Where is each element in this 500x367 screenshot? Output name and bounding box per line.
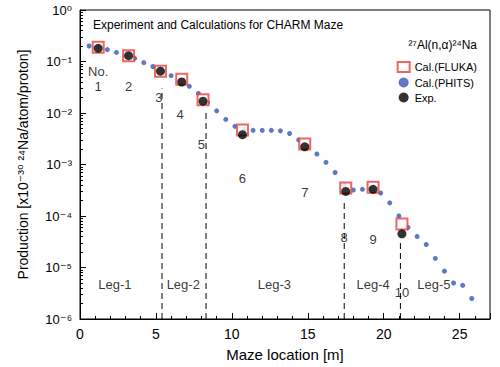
svg-text:0: 0 — [76, 326, 84, 342]
svg-text:Exp.: Exp. — [415, 92, 437, 104]
svg-text:3: 3 — [155, 90, 162, 105]
svg-text:10⁻²: 10⁻² — [46, 106, 72, 121]
svg-text:25: 25 — [452, 326, 468, 342]
svg-text:10⁰: 10⁰ — [52, 3, 72, 18]
svg-text:Leg-2: Leg-2 — [167, 277, 200, 292]
svg-text:10⁻⁴: 10⁻⁴ — [45, 209, 72, 224]
svg-text:5: 5 — [198, 137, 205, 152]
svg-text:Experiment and Calculations fo: Experiment and Calculations for CHARM Ma… — [93, 18, 343, 32]
svg-text:5: 5 — [152, 326, 160, 342]
svg-text:15: 15 — [300, 326, 316, 342]
svg-text:Cal.(PHITS): Cal.(PHITS) — [415, 77, 474, 89]
svg-text:Leg-1: Leg-1 — [98, 277, 131, 292]
svg-text:20: 20 — [376, 326, 392, 342]
svg-text:10⁻⁶: 10⁻⁶ — [45, 312, 72, 327]
svg-text:Cal.(FLUKA): Cal.(FLUKA) — [415, 61, 477, 73]
svg-text:10: 10 — [224, 326, 240, 342]
svg-text:Leg-5: Leg-5 — [417, 277, 450, 292]
svg-text:10⁻¹: 10⁻¹ — [46, 54, 72, 69]
svg-text:4: 4 — [177, 107, 184, 122]
svg-text:8: 8 — [341, 230, 348, 245]
svg-text:²⁷Al(n,α)²⁴Na: ²⁷Al(n,α)²⁴Na — [409, 38, 478, 52]
svg-text:Production [x10⁻³⁰ ²⁴Na/atom/p: Production [x10⁻³⁰ ²⁴Na/atom/proton] — [15, 50, 31, 280]
svg-text:Leg-4: Leg-4 — [356, 277, 389, 292]
svg-text:9: 9 — [369, 232, 376, 247]
svg-text:10: 10 — [395, 285, 409, 300]
svg-text:10⁻³: 10⁻³ — [46, 157, 72, 172]
svg-text:Maze location [m]: Maze location [m] — [226, 346, 344, 363]
svg-text:2: 2 — [125, 79, 132, 94]
svg-text:7: 7 — [301, 185, 308, 200]
svg-text:1: 1 — [95, 79, 102, 94]
svg-text:6: 6 — [239, 171, 246, 186]
svg-text:No.: No. — [88, 64, 108, 79]
svg-text:Leg-3: Leg-3 — [258, 277, 291, 292]
svg-text:10⁻⁵: 10⁻⁵ — [45, 260, 72, 275]
